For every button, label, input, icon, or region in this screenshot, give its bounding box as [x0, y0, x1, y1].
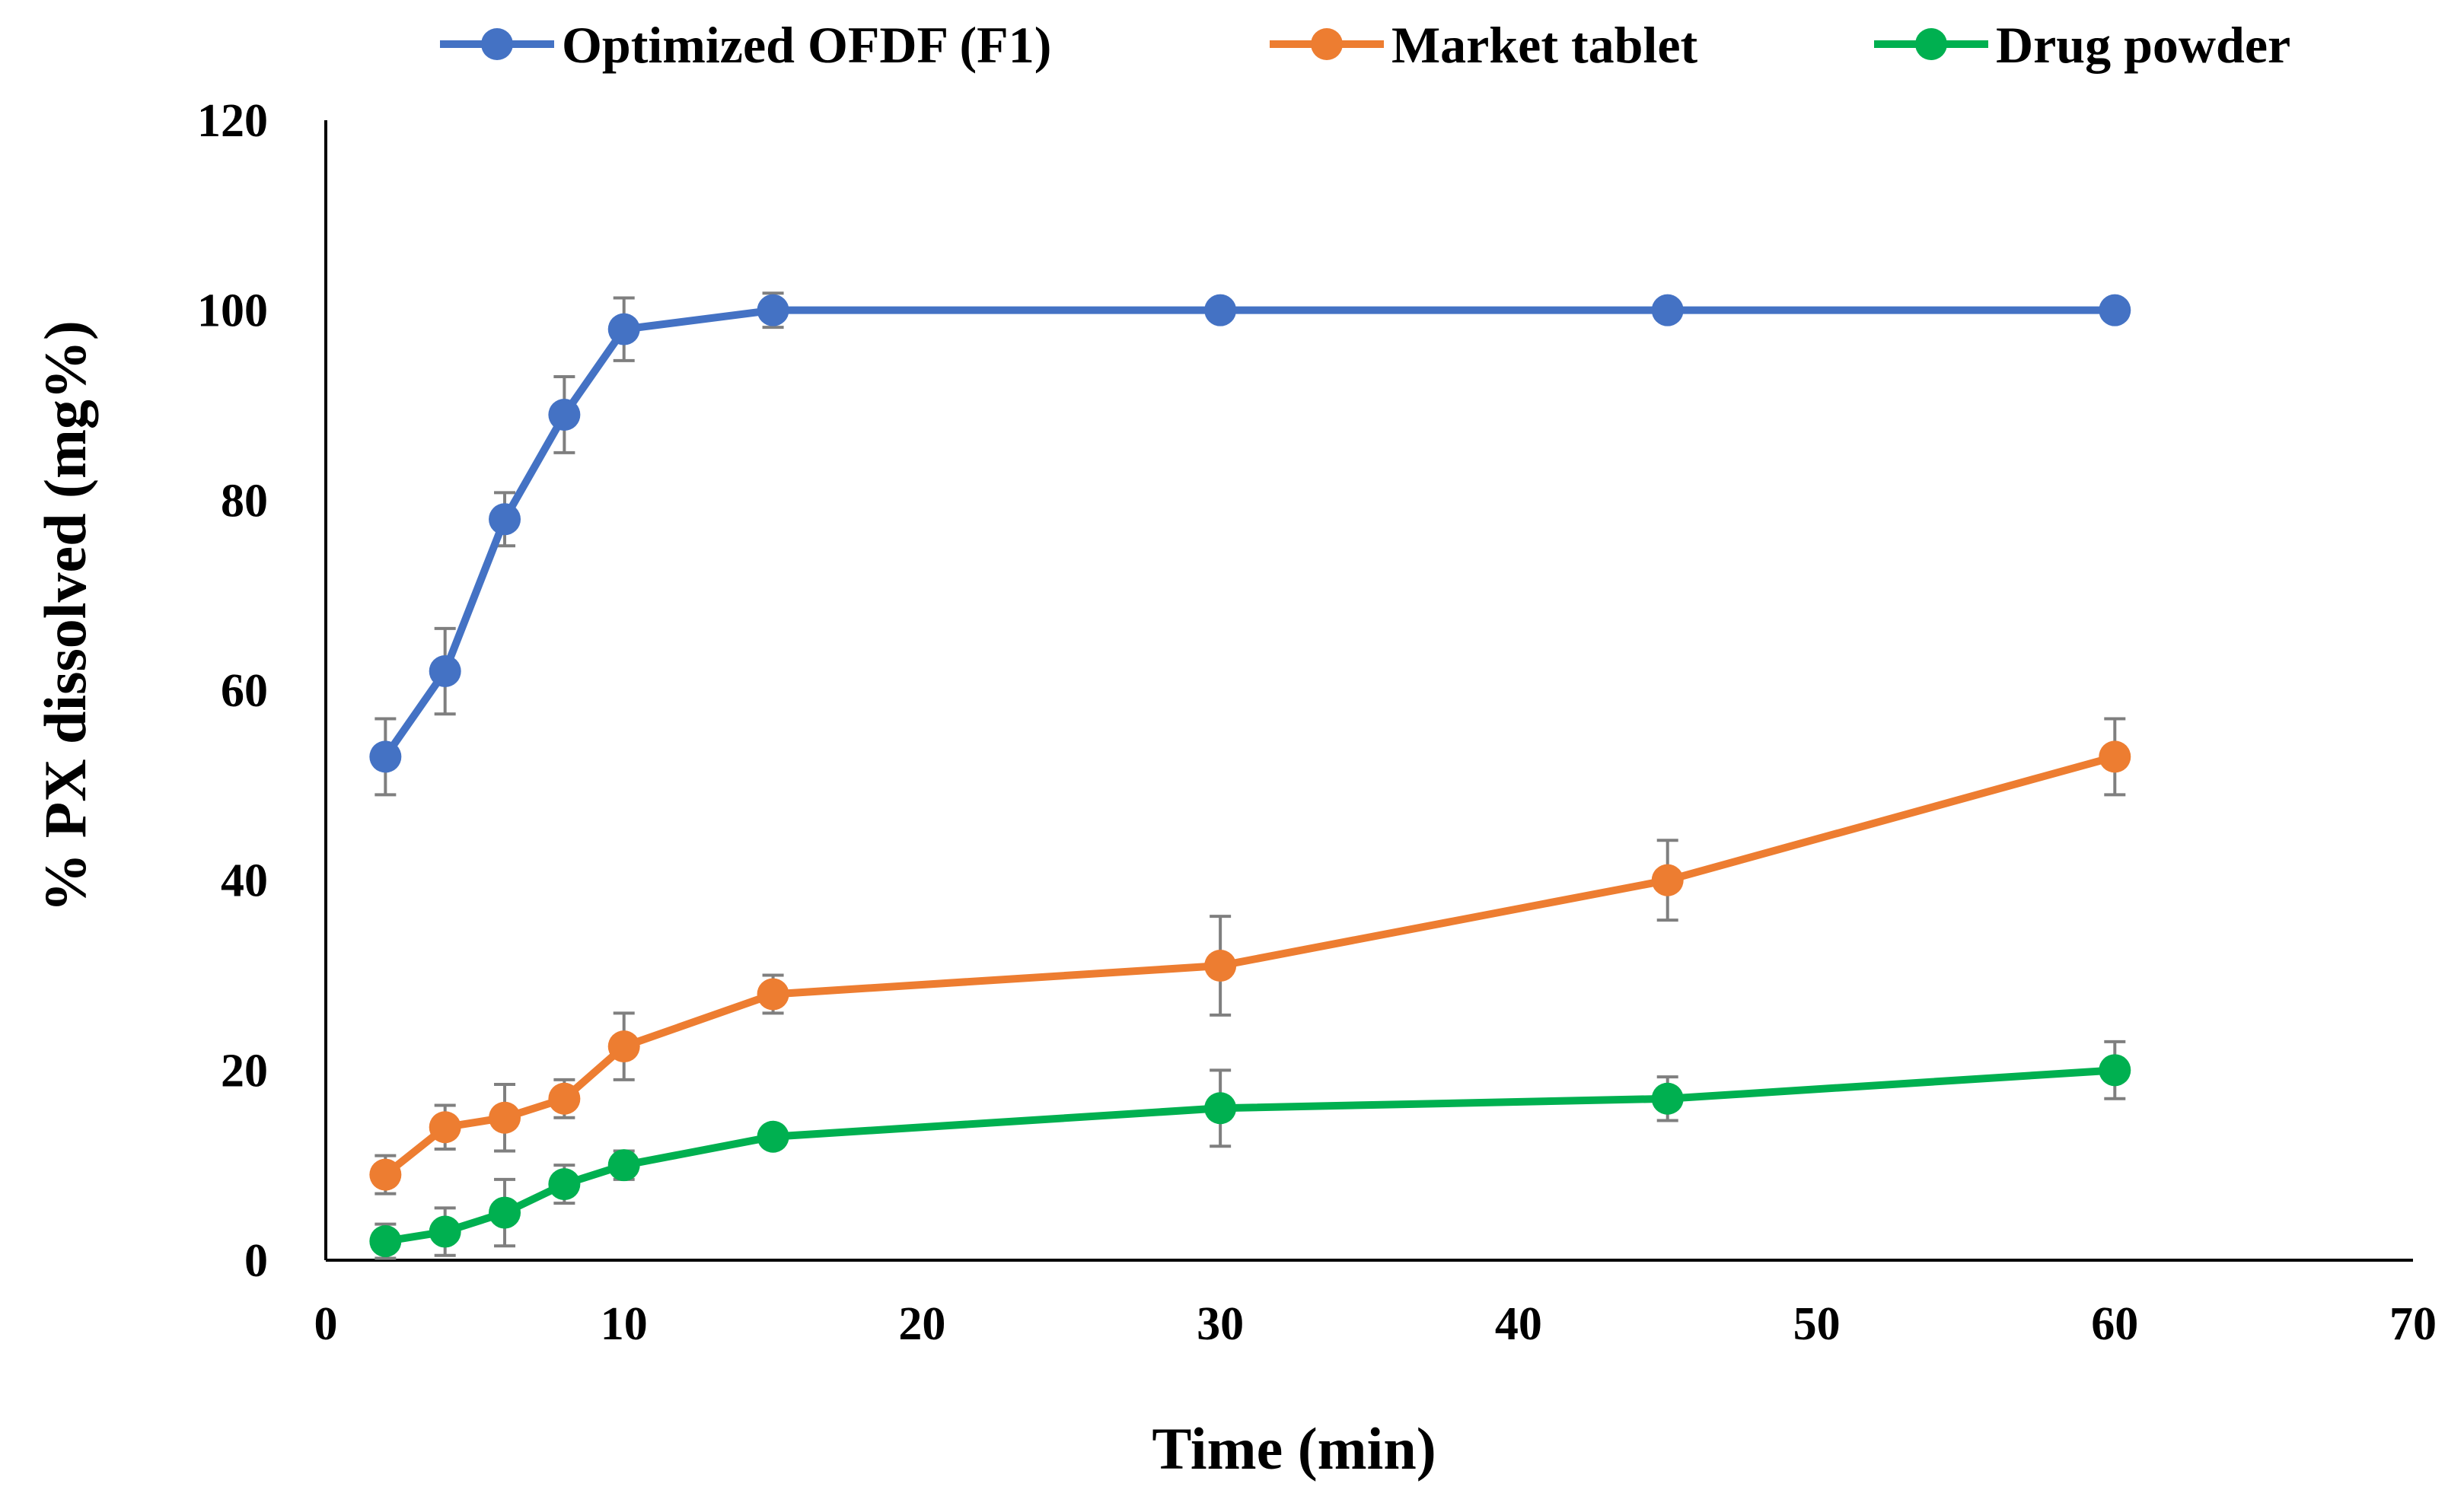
data-point: [369, 740, 402, 773]
legend-swatch-marker: [481, 28, 513, 60]
legend-label: Market tablet: [1391, 16, 1698, 74]
data-point: [489, 1101, 521, 1134]
y-tick-label: 40: [221, 855, 268, 907]
x-tick-label: 0: [314, 1298, 338, 1350]
y-tick-label: 120: [197, 95, 268, 147]
x-tick-label: 10: [601, 1298, 648, 1350]
data-point: [429, 655, 461, 688]
data-point: [757, 978, 789, 1011]
data-point: [489, 503, 521, 536]
data-point: [548, 398, 581, 431]
legend-label: Optimized OFDF (F1): [562, 16, 1051, 74]
y-axis-title: % PX dissolved (mg%): [32, 320, 98, 912]
y-tick-label: 80: [221, 475, 268, 527]
x-tick-label: 30: [1197, 1298, 1244, 1350]
series-2: [369, 1039, 2131, 1260]
x-tick-label: 50: [1793, 1298, 1841, 1350]
y-tick-label: 60: [221, 665, 268, 717]
y-tick-label: 0: [244, 1235, 268, 1287]
data-point: [1204, 950, 1237, 982]
data-point: [757, 294, 789, 326]
data-point: [369, 1225, 402, 1258]
x-tick-label: 20: [898, 1298, 945, 1350]
plot-series: [369, 291, 2131, 1260]
x-tick-label: 70: [2389, 1298, 2437, 1350]
x-tick-label: 60: [2091, 1298, 2138, 1350]
data-point: [489, 1196, 521, 1229]
legend-item: Optimized OFDF (F1): [440, 16, 1051, 74]
data-point: [2099, 1054, 2131, 1087]
series-1: [369, 717, 2131, 1196]
data-point: [429, 1111, 461, 1144]
data-point: [1204, 1092, 1237, 1125]
axes: [324, 120, 2413, 1262]
data-point: [607, 313, 640, 345]
data-point: [607, 1030, 640, 1063]
legend-swatch-marker: [1311, 28, 1343, 60]
legend-item: Market tablet: [1270, 16, 1698, 74]
series-line: [383, 753, 2116, 1178]
data-point: [1651, 864, 1684, 896]
data-point: [2099, 740, 2131, 773]
data-point: [607, 1149, 640, 1182]
data-point: [548, 1082, 581, 1115]
legend: Optimized OFDF (F1) Market tablet Drug pow…: [440, 16, 2290, 74]
y-tick-label: 20: [221, 1045, 268, 1097]
series-0: [369, 291, 2131, 797]
series-line: [382, 306, 2115, 759]
x-axis-ticks: 0 10 20 30 40 50 60 70: [314, 1298, 2437, 1350]
data-point: [1651, 1082, 1684, 1115]
data-point: [2099, 294, 2131, 326]
data-point: [369, 1158, 402, 1191]
data-point: [757, 1120, 789, 1153]
legend-label: Drug powder: [1996, 16, 2290, 74]
data-point: [1651, 294, 1684, 326]
legend-item: Drug powder: [1874, 16, 2290, 74]
data-point: [1204, 294, 1237, 326]
x-axis-title: Time (min): [1152, 1415, 1436, 1482]
legend-swatch-marker: [1915, 28, 1947, 60]
x-tick-label: 40: [1495, 1298, 1542, 1350]
y-tick-label: 100: [197, 285, 268, 337]
series-line: [384, 1066, 2115, 1245]
data-point: [429, 1215, 461, 1248]
y-axis-ticks: 0 20 40 60 80 100 120: [197, 95, 268, 1287]
data-point: [548, 1168, 581, 1201]
